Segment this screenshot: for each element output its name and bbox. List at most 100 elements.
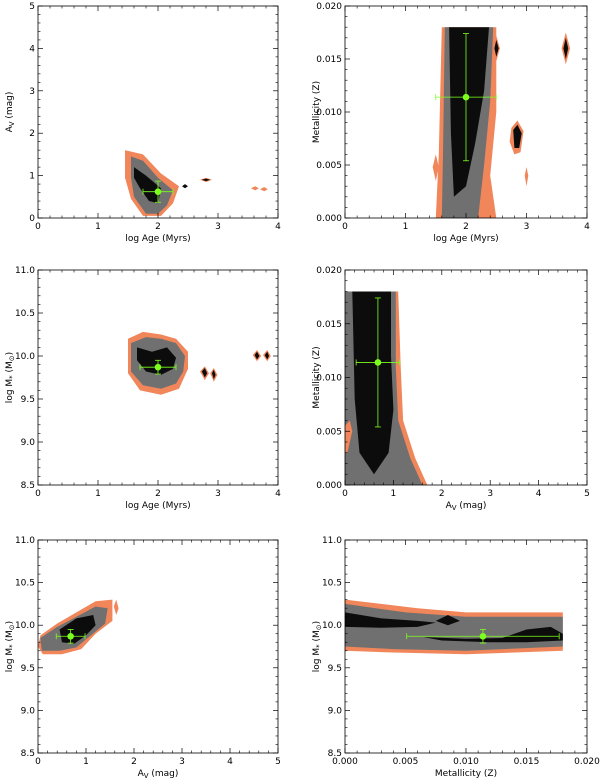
contour-level-3 xyxy=(201,178,211,182)
x-tick-label: 4 xyxy=(227,757,233,767)
x-tick-label: 0.020 xyxy=(574,757,600,767)
x-tick-label: 4 xyxy=(275,489,281,499)
panel-mass-vs-av: 0 1 2 3 4 5 8.5 9.0 9.5 10.0 10.5 11.0 AV (mag) log M… xyxy=(5,536,281,780)
y-tick-label: 9.0 xyxy=(328,706,343,716)
x-tick-label: 0.015 xyxy=(514,757,540,767)
x-axis-label: log Age (Myrs) xyxy=(125,501,190,511)
contour-level-3 xyxy=(182,184,188,189)
x-tick-label: 0.005 xyxy=(393,757,419,767)
x-tick-label: 0 xyxy=(35,489,41,499)
y-axis-label: log M* (M⊙) xyxy=(5,352,16,403)
x-tick-label: 0 xyxy=(35,757,41,767)
y-tick-label: 10.0 xyxy=(15,621,35,631)
x-axis-label: AV (mag) xyxy=(138,769,179,780)
y-tick-label: 8.5 xyxy=(21,481,35,491)
contours xyxy=(432,27,571,218)
y-tick-label: 10.0 xyxy=(15,352,35,362)
contours xyxy=(128,331,271,395)
best-fit-point xyxy=(462,93,470,101)
y-tick-label: 3 xyxy=(29,87,35,97)
plot-frame xyxy=(37,539,279,754)
contour-level-3 xyxy=(563,37,569,59)
contours xyxy=(345,599,563,655)
panel-z-vs-av: 0 1 2 3 4 5 0.000 0.005 0.010 0.015 0.020 AV (mag) M… xyxy=(312,266,590,512)
contour-level-1 xyxy=(113,599,119,615)
y-axis-label: Metallicity (Z) xyxy=(312,81,322,143)
y-tick-label: 11.0 xyxy=(15,536,35,546)
y-tick-label: 0.005 xyxy=(316,427,342,437)
y-axis-label: log M* (M⊙) xyxy=(5,621,16,672)
contour-level-3 xyxy=(435,615,460,626)
y-tick-label: 8.5 xyxy=(21,749,35,759)
y-tick-label: 9.0 xyxy=(21,438,36,448)
y-tick-label: 10.5 xyxy=(322,579,342,589)
best-fit-point xyxy=(479,632,487,640)
best-fit-point xyxy=(67,632,74,640)
best-fit-point xyxy=(154,188,162,196)
y-tick-label: 0.010 xyxy=(316,108,342,118)
y-tick-label: 0 xyxy=(29,214,35,224)
y-tick-label: 0.015 xyxy=(316,320,342,330)
x-tick-label: 1 xyxy=(95,489,101,499)
y-tick-label: 5 xyxy=(29,2,35,12)
x-tick-label: 0.000 xyxy=(332,757,358,767)
y-tick-label: 0.010 xyxy=(316,374,342,384)
y-tick-label: 0.020 xyxy=(316,2,342,12)
y-tick-label: 11.0 xyxy=(322,536,342,546)
x-axis-label: AV (mag) xyxy=(446,501,487,512)
x-tick-label: 0 xyxy=(342,222,348,232)
x-tick-label: 0 xyxy=(342,489,348,499)
panel-mass-vs-z: 0.000 0.005 0.010 0.015 0.020 8.5 9.0 9.5 10.0 10… xyxy=(312,536,600,779)
x-tick-label: 1 xyxy=(95,222,101,232)
x-tick-label: 1 xyxy=(403,222,409,232)
y-tick-label: 9.5 xyxy=(21,664,35,674)
x-tick-label: 1 xyxy=(83,757,89,767)
x-tick-label: 3 xyxy=(487,489,493,499)
contour-level-3 xyxy=(134,167,161,204)
y-tick-label: 0.000 xyxy=(316,481,342,491)
y-axis-label: log M* (M⊙) xyxy=(312,621,323,672)
x-tick-label: 1 xyxy=(391,489,397,499)
x-tick-label: 2 xyxy=(155,222,161,232)
x-tick-label: 3 xyxy=(179,757,185,767)
x-tick-label: 4 xyxy=(536,489,542,499)
contour-level-3 xyxy=(352,291,394,475)
contour-level-1 xyxy=(524,167,529,187)
best-fit-point xyxy=(374,359,382,366)
y-tick-label: 0.005 xyxy=(316,161,342,171)
y-tick-label: 10.5 xyxy=(15,309,35,319)
y-tick-label: 9.5 xyxy=(21,395,35,405)
contours xyxy=(125,150,268,216)
x-tick-label: 4 xyxy=(584,222,590,232)
y-tick-label: 0.015 xyxy=(316,55,342,65)
best-fit-point xyxy=(154,363,162,371)
contour-level-1 xyxy=(251,186,259,191)
y-tick-label: 9.5 xyxy=(328,664,342,674)
x-tick-label: 2 xyxy=(463,222,469,232)
panel-av-vs-age: 0 1 2 3 4 0 1 2 3 4 5 log Age (Myrs) AV (mag) xyxy=(5,2,281,244)
x-tick-label: 0.010 xyxy=(453,757,479,767)
x-tick-label: 2 xyxy=(155,489,161,499)
x-tick-label: 4 xyxy=(275,222,281,232)
x-tick-label: 2 xyxy=(439,489,445,499)
contour-level-3 xyxy=(513,124,522,148)
contours xyxy=(345,291,428,485)
y-axis-label: Metallicity (Z) xyxy=(312,346,322,408)
x-tick-label: 5 xyxy=(584,489,590,499)
y-tick-label: 11.0 xyxy=(15,266,35,276)
x-axis-label: log Age (Myrs) xyxy=(433,234,498,244)
contour-level-3 xyxy=(361,425,372,459)
x-tick-label: 3 xyxy=(524,222,530,232)
y-tick-label: 9.0 xyxy=(21,706,36,716)
x-axis-label: Metallicity (Z) xyxy=(435,769,497,779)
contour-level-3 xyxy=(137,347,176,375)
y-axis-label: AV (mag) xyxy=(5,92,16,133)
x-tick-label: 2 xyxy=(131,757,137,767)
contours xyxy=(38,599,119,655)
contour-level-1 xyxy=(432,154,439,181)
y-tick-label: 0.000 xyxy=(316,214,342,224)
contour-level-3 xyxy=(449,27,489,197)
y-tick-label: 4 xyxy=(29,44,35,54)
y-tick-label: 10.0 xyxy=(322,621,342,631)
